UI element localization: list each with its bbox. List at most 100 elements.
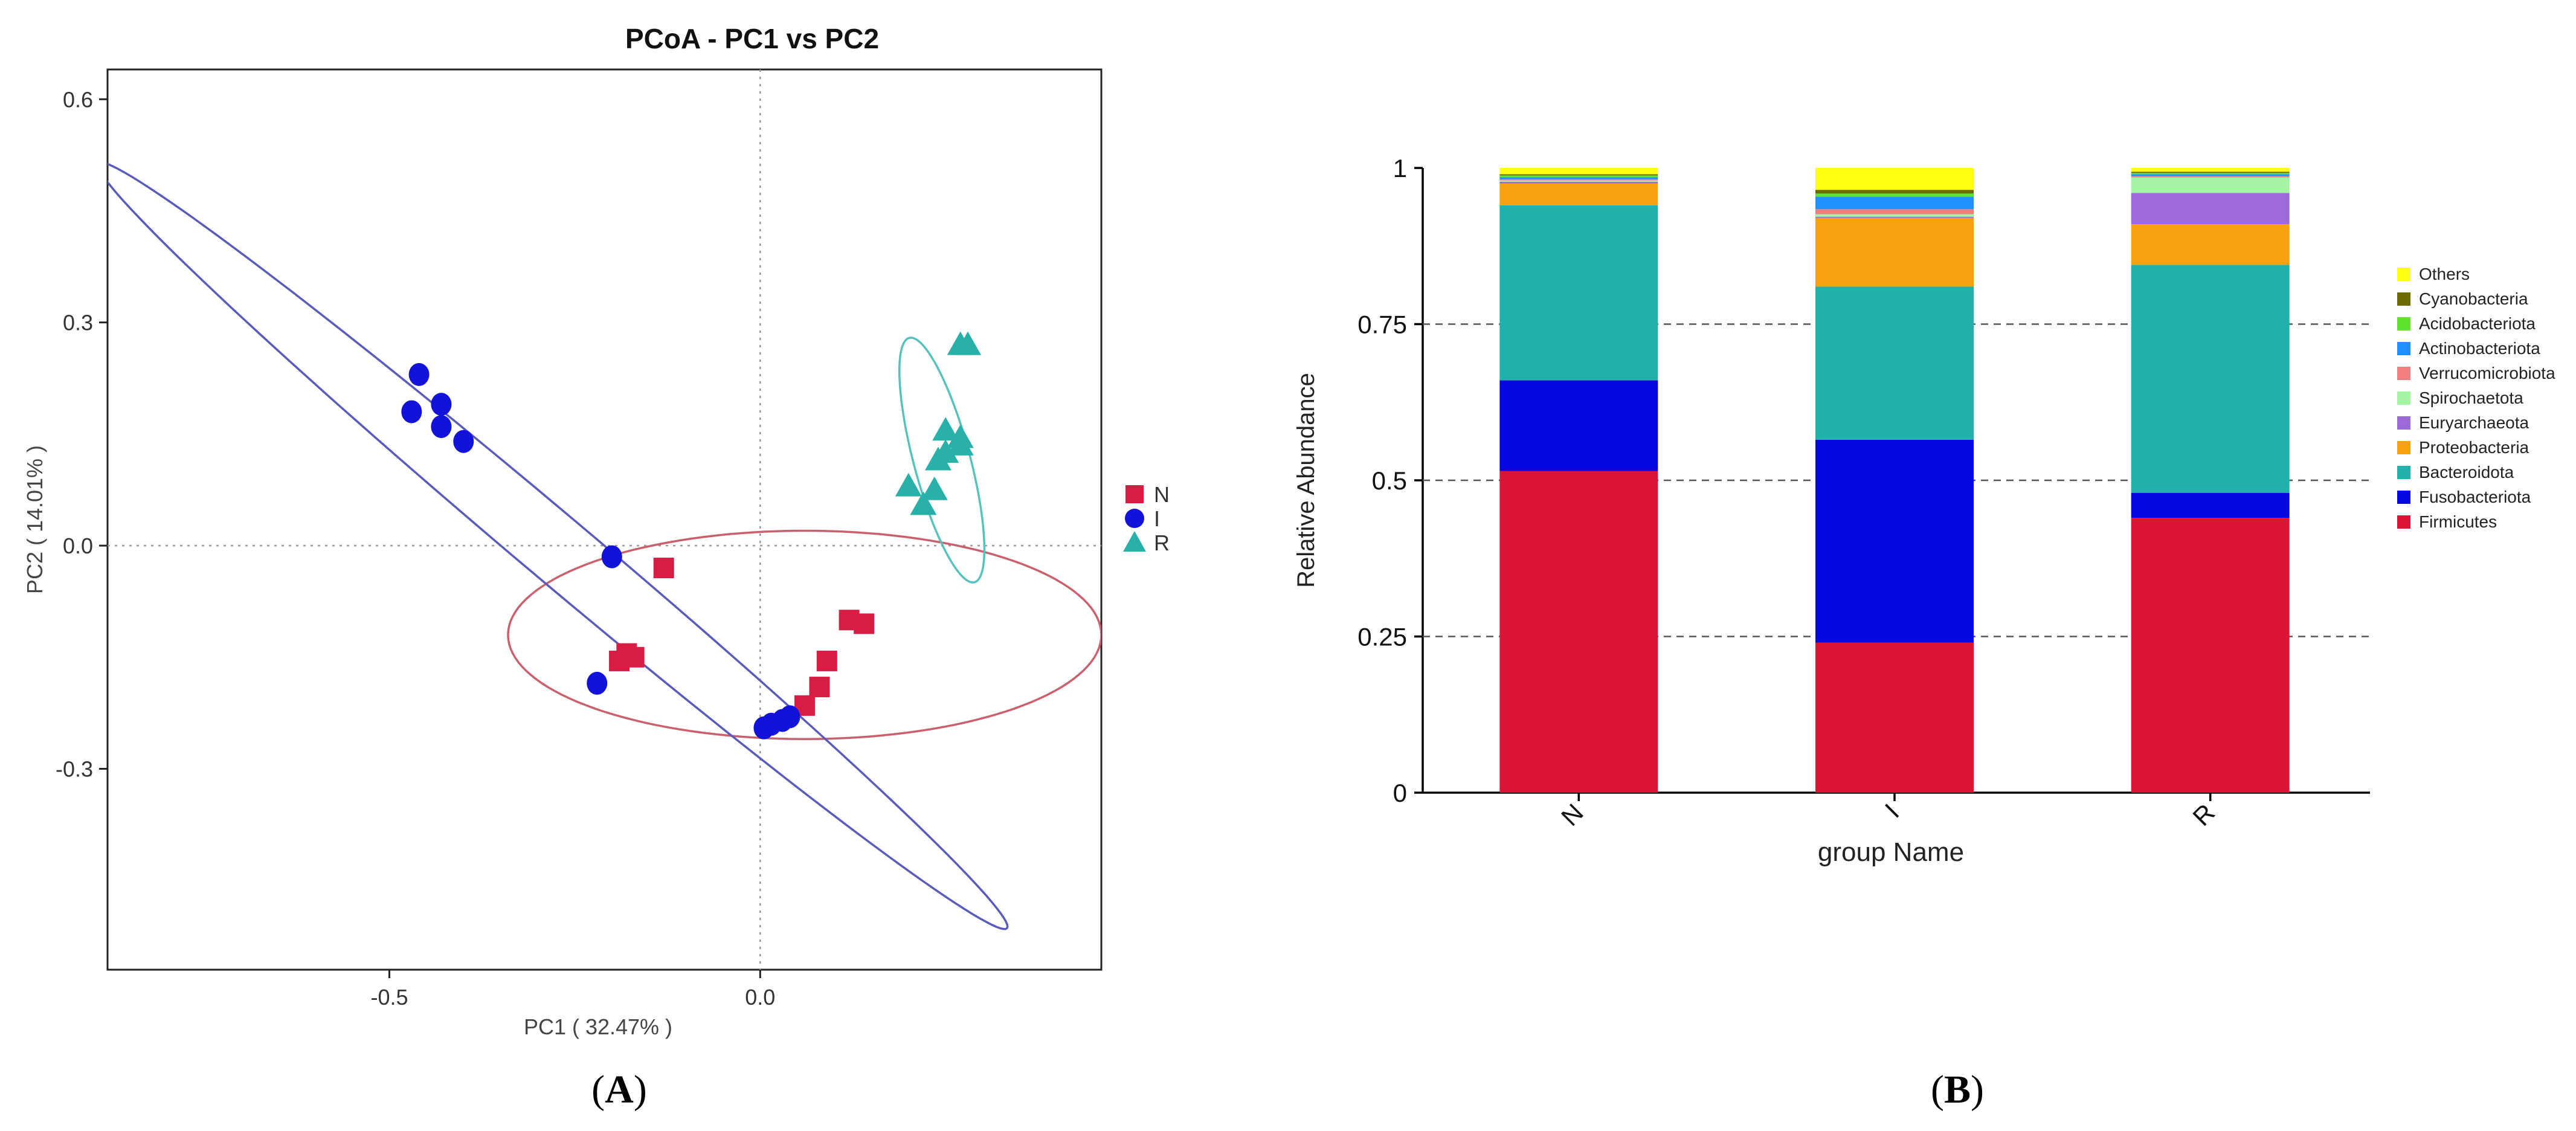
- bar-segment-others: [2131, 168, 2290, 172]
- legend-label-proteobacteria: Proteobacteria: [2419, 438, 2529, 457]
- point-r: [947, 431, 974, 456]
- point-i: [401, 400, 422, 424]
- bar-segment-proteobacteria: [1815, 218, 1974, 287]
- bar-segment-verrucomicrobiota: [1815, 209, 1974, 214]
- bar-segment-others: [1499, 168, 1658, 175]
- bar-segment-cyanobacteria: [1815, 190, 1974, 194]
- legend-swatch-euryarchaeota: [2397, 416, 2410, 430]
- bar-segment-cyanobacteria: [1499, 174, 1658, 176]
- x-tick-label: N: [1556, 798, 1589, 831]
- legend-label-n: N: [1154, 482, 1170, 507]
- point-r: [955, 331, 982, 355]
- bar-segment-spirochaetota: [2131, 177, 2290, 193]
- legend-swatch-bacteroidota: [2397, 466, 2410, 479]
- bar-segment-bacteroidota: [1815, 286, 1974, 440]
- confidence-ellipse-n: [507, 529, 1101, 741]
- y-tick-label: 0.3: [63, 311, 93, 335]
- bar-segment-acidobacteriota: [2131, 173, 2290, 175]
- legend-swatch-proteobacteria: [2397, 441, 2410, 454]
- point-i: [431, 415, 452, 439]
- point-r: [895, 472, 922, 497]
- legend-label-fusobacteriota: Fusobacteriota: [2419, 488, 2531, 506]
- bar-segment-cyanobacteria: [2131, 172, 2290, 173]
- legend-label-i: I: [1154, 506, 1160, 531]
- bar-segment-euryarchaeota: [1815, 216, 1974, 218]
- legend-swatch-spirochaetota: [2397, 392, 2410, 405]
- point-r: [932, 417, 959, 441]
- bar-segment-verrucomicrobiota: [1499, 179, 1658, 181]
- legend-label-bacteroidota: Bacteroidota: [2419, 463, 2514, 482]
- legend-label-r: R: [1154, 530, 1170, 555]
- bar-segment-fusobacteriota: [1499, 380, 1658, 471]
- bar-segment-proteobacteria: [1499, 183, 1658, 206]
- legend-label-actinobacteriota: Actinobacteriota: [2419, 339, 2540, 358]
- legend-label-euryarchaeota: Euryarchaeota: [2419, 413, 2529, 432]
- legend-label-firmicutes: Firmicutes: [2419, 512, 2497, 531]
- panel-label-b: (B): [1931, 1068, 1984, 1112]
- chart-title: PCoA - PC1 vs PC2: [625, 23, 879, 54]
- x-tick-label: I: [1879, 798, 1904, 823]
- plot-frame: [106, 68, 1103, 971]
- x-axis-label: PC1 ( 32.47% ): [524, 1014, 672, 1039]
- bar-segment-bacteroidota: [1499, 205, 1658, 381]
- point-i: [601, 545, 622, 569]
- bar-segment-euryarchaeota: [2131, 193, 2290, 225]
- point-n: [854, 613, 875, 634]
- confidence-ellipse-r: [898, 337, 986, 584]
- bar-segment-proteobacteria: [2131, 224, 2290, 265]
- y-axis-label: PC2 ( 14.01% ): [22, 445, 47, 594]
- bar-segment-spirochaetota: [1815, 214, 1974, 217]
- legend-label-others: Others: [2419, 265, 2470, 283]
- point-i: [779, 705, 800, 729]
- bar-segment-spirochaetota: [1499, 180, 1658, 182]
- point-i: [587, 671, 608, 695]
- legend-swatch-actinobacteriota: [2397, 342, 2410, 355]
- legend-label-acidobacteriota: Acidobacteriota: [2419, 314, 2536, 333]
- bar-segment-fusobacteriota: [2131, 492, 2290, 518]
- legend-marker-r: [1123, 531, 1146, 552]
- bar-segment-acidobacteriota: [1815, 193, 1974, 197]
- bar-segment-bacteroidota: [2131, 265, 2290, 493]
- point-r: [924, 446, 952, 471]
- point-i: [408, 362, 430, 386]
- x-tick-label: R: [2187, 798, 2220, 831]
- legend-swatch-cyanobacteria: [2397, 292, 2410, 306]
- pcoa-chart: PCoA - PC1 vs PC2 -0.5 0.0 0.60.30.0-0.3 …: [22, 23, 1170, 1112]
- legend-label-cyanobacteria: Cyanobacteria: [2419, 289, 2528, 308]
- bar-segment-firmicutes: [1815, 642, 1974, 793]
- bar-segment-actinobacteriota: [1499, 177, 1658, 179]
- legend-label-verrucomicrobiota: Verrucomicrobiota: [2419, 364, 2555, 382]
- bar-segment-fusobacteriota: [1815, 439, 1974, 643]
- y-tick-label: 0.5: [1372, 466, 1407, 495]
- x-tick-label: 0.0: [745, 985, 775, 1010]
- legend-swatch-firmicutes: [2397, 515, 2410, 529]
- bar-segment-actinobacteriota: [1815, 196, 1974, 210]
- point-i: [431, 393, 452, 416]
- y-axis-label: Relative Abundance: [1293, 373, 1319, 588]
- bar-segment-acidobacteriota: [1499, 175, 1658, 178]
- y-tick-label: 0.25: [1357, 623, 1407, 651]
- bar-segment-others: [1815, 168, 1974, 190]
- y-tick-label: 0.0: [63, 533, 93, 558]
- point-n: [623, 646, 645, 668]
- legend-swatch-fusobacteriota: [2397, 491, 2410, 504]
- legend: Others Cyanobacteria Acidobacteriota Actino…: [2397, 265, 2555, 531]
- x-tick-label: -0.5: [370, 985, 408, 1010]
- point-r: [921, 476, 948, 500]
- y-tick-label: 0: [1393, 779, 1407, 807]
- y-tick-label: 0.75: [1357, 311, 1407, 339]
- y-tick-label: -0.3: [56, 757, 93, 782]
- legend-swatch-acidobacteriota: [2397, 317, 2410, 330]
- point-r: [910, 491, 937, 515]
- bar-segment-firmicutes: [2131, 518, 2290, 793]
- y-tick-label: 1: [1393, 154, 1407, 182]
- legend-label-spirochaetota: Spirochaetota: [2419, 388, 2523, 407]
- legend-swatch-others: [2397, 268, 2410, 281]
- legend-marker-n: [1125, 485, 1144, 503]
- bar-segment-firmicutes: [1499, 471, 1658, 793]
- panel-label-a: (A): [591, 1068, 647, 1112]
- point-n: [809, 677, 830, 698]
- legend-swatch-verrucomicrobiota: [2397, 367, 2410, 380]
- legend: NIR: [1123, 482, 1170, 555]
